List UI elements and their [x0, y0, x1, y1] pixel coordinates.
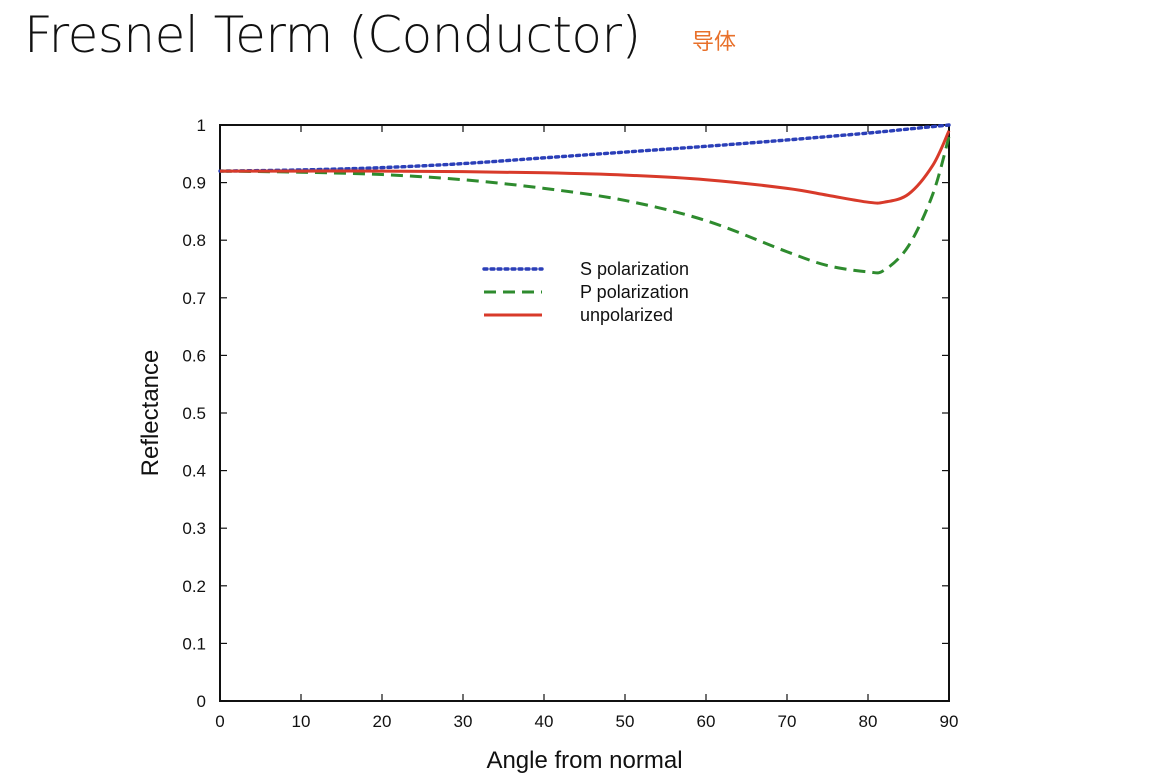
legend-label: unpolarized [580, 305, 673, 325]
y-tick-label: 0 [197, 692, 206, 711]
x-tick-label: 20 [373, 712, 392, 731]
x-tick-label: 10 [292, 712, 311, 731]
x-tick-label: 80 [859, 712, 878, 731]
x-tick-label: 30 [454, 712, 473, 731]
x-tick-label: 40 [535, 712, 554, 731]
x-axis-label: Angle from normal [486, 747, 682, 774]
legend-label: P polarization [580, 282, 689, 302]
y-tick-label: 0.2 [182, 577, 206, 596]
y-tick-label: 0.9 [182, 174, 206, 193]
y-tick-label: 1 [197, 116, 206, 135]
y-tick-label: 0.1 [182, 634, 206, 653]
slide-title: Fresnel Term (Conductor) [24, 6, 641, 64]
x-tick-label: 70 [778, 712, 797, 731]
plot-frame [219, 124, 950, 702]
y-axis-label: Reflectance [137, 350, 164, 477]
slide-subtitle: 导体 [692, 30, 737, 55]
y-tick-label: 0.8 [182, 231, 206, 250]
series-line-unpolarized [220, 130, 951, 205]
y-tick-label: 0.6 [182, 346, 206, 365]
x-tick-label: 0 [215, 712, 224, 731]
y-tick-label: 0.4 [182, 462, 206, 481]
series-line-p-polarization [219, 136, 951, 275]
x-tick-label: 90 [940, 712, 959, 731]
x-tick-label: 60 [697, 712, 716, 731]
y-tick-label: 0.3 [182, 519, 206, 538]
series-line-s-polarization [218, 123, 951, 173]
x-tick-label: 50 [616, 712, 635, 731]
y-tick-label: 0.5 [182, 404, 206, 423]
y-tick-label: 0.7 [182, 289, 206, 308]
legend-label: S polarization [580, 259, 689, 279]
